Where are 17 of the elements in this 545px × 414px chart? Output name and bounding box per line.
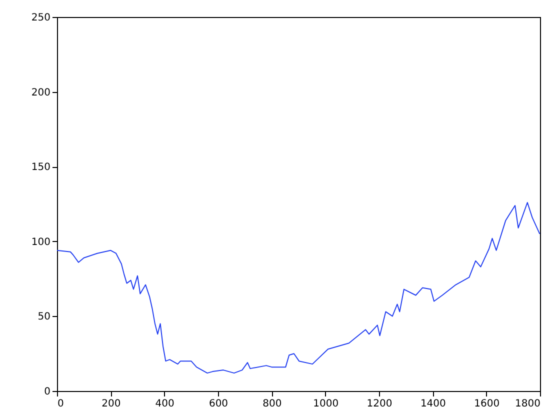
- x-tick-label: 1200: [366, 398, 392, 410]
- x-tick-label: 0: [58, 398, 64, 410]
- x-tick-label: 400: [155, 398, 174, 410]
- y-tick-label: 250: [31, 12, 50, 24]
- x-tick-label: 1600: [474, 398, 500, 410]
- x-tick-label: 800: [262, 398, 282, 410]
- y-tick-label: 0: [44, 386, 50, 398]
- y-tick-label: 100: [31, 236, 50, 248]
- y-tick-label: 200: [31, 87, 50, 98]
- x-tick-label: 600: [208, 398, 228, 410]
- x-tick-label: 1400: [420, 398, 446, 410]
- x-tick-label: 200: [102, 398, 121, 410]
- x-tick-label: 1000: [313, 398, 339, 410]
- y-tick-label: 150: [31, 162, 50, 174]
- x-tick-label: 1800: [515, 398, 540, 410]
- y-tick-label: 50: [38, 312, 50, 323]
- line-series: [56, 202, 540, 374]
